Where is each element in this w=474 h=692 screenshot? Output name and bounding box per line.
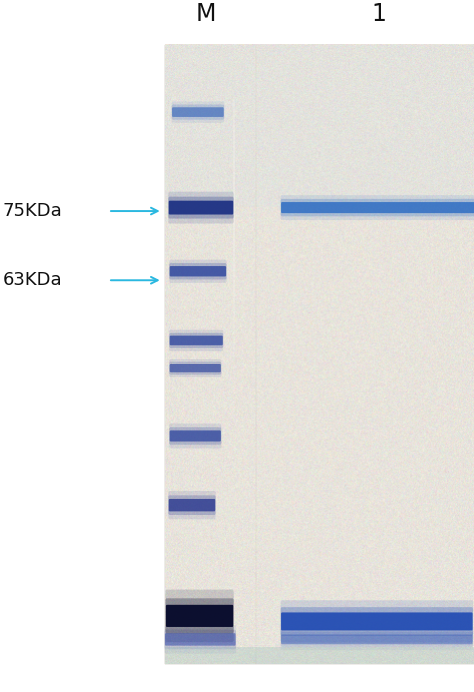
FancyBboxPatch shape (169, 330, 223, 352)
FancyBboxPatch shape (169, 260, 227, 283)
FancyBboxPatch shape (166, 605, 233, 627)
FancyBboxPatch shape (165, 599, 234, 633)
Text: M: M (196, 2, 216, 26)
FancyBboxPatch shape (281, 601, 473, 642)
FancyBboxPatch shape (169, 427, 221, 445)
FancyBboxPatch shape (168, 197, 234, 219)
FancyBboxPatch shape (172, 104, 224, 120)
FancyBboxPatch shape (168, 491, 216, 519)
FancyBboxPatch shape (170, 430, 221, 441)
FancyBboxPatch shape (281, 612, 473, 630)
Bar (165, 647, 474, 664)
FancyBboxPatch shape (169, 359, 221, 377)
FancyBboxPatch shape (281, 632, 473, 647)
FancyBboxPatch shape (169, 499, 215, 511)
FancyBboxPatch shape (170, 364, 221, 372)
FancyBboxPatch shape (281, 607, 473, 636)
Bar (165, 45, 474, 664)
FancyBboxPatch shape (168, 495, 216, 515)
Text: 75KDa: 75KDa (2, 202, 62, 220)
FancyBboxPatch shape (164, 630, 236, 649)
FancyBboxPatch shape (170, 266, 226, 276)
FancyBboxPatch shape (170, 336, 223, 345)
FancyBboxPatch shape (281, 199, 474, 217)
FancyBboxPatch shape (169, 333, 223, 348)
FancyBboxPatch shape (281, 195, 474, 220)
FancyBboxPatch shape (281, 635, 473, 644)
Text: 63KDa: 63KDa (2, 271, 62, 289)
FancyBboxPatch shape (281, 202, 474, 213)
FancyBboxPatch shape (172, 101, 224, 123)
FancyBboxPatch shape (168, 192, 234, 224)
FancyBboxPatch shape (169, 201, 233, 215)
FancyBboxPatch shape (169, 263, 227, 280)
FancyBboxPatch shape (169, 424, 221, 448)
FancyBboxPatch shape (169, 362, 221, 374)
FancyBboxPatch shape (165, 590, 234, 642)
FancyBboxPatch shape (281, 628, 473, 650)
FancyBboxPatch shape (165, 633, 236, 646)
Text: 1: 1 (372, 2, 387, 26)
FancyBboxPatch shape (164, 626, 236, 653)
Bar (165, 45, 474, 207)
FancyBboxPatch shape (172, 107, 224, 117)
